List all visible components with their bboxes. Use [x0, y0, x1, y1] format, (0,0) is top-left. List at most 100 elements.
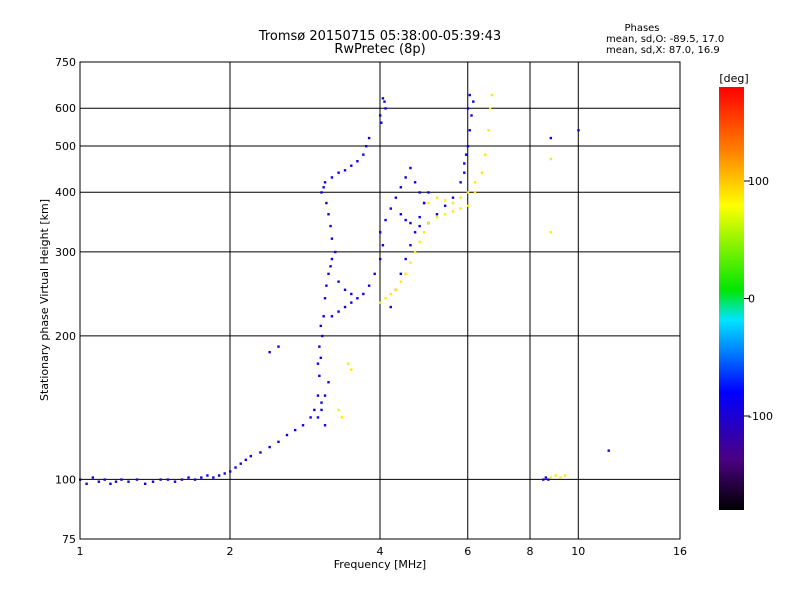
data-point-O — [319, 356, 323, 360]
data-point-O — [404, 257, 407, 261]
data-point-O — [577, 129, 580, 132]
data-point-O — [367, 284, 371, 287]
data-point-O — [409, 221, 412, 225]
data-point-O — [301, 424, 305, 427]
data-point-O — [327, 272, 330, 276]
data-point-O — [151, 480, 155, 483]
data-point-O — [239, 462, 242, 465]
data-point-X — [427, 221, 430, 225]
data-point-O — [380, 121, 383, 124]
data-point-O — [109, 482, 112, 485]
data-point-O — [330, 176, 334, 179]
data-point-X — [487, 129, 490, 132]
data-point-X — [549, 231, 553, 234]
data-point-O — [549, 136, 553, 140]
data-point-X — [490, 93, 494, 97]
data-point-O — [409, 166, 412, 170]
data-point-O — [316, 416, 320, 419]
phase-box-heading: Phases — [624, 23, 659, 34]
colorbar-label: [deg] — [719, 72, 748, 85]
data-point-O — [309, 416, 312, 419]
data-point-O — [244, 458, 248, 462]
data-point-O — [217, 474, 221, 477]
y-axis-ticks: 75 100 200 300 400 500 600 750 — [55, 56, 76, 546]
data-point-O — [322, 186, 325, 189]
data-point-O — [323, 297, 327, 300]
data-point-O — [85, 482, 88, 485]
data-point-O — [337, 171, 340, 174]
x-tick-label: 1 — [77, 545, 84, 558]
data-point-O — [399, 186, 403, 189]
phase-box-line-x: mean, sd,X: 87.0, 16.9 — [606, 45, 720, 56]
data-point-X — [384, 297, 387, 300]
data-point-X — [404, 272, 407, 276]
data-point-O — [466, 107, 470, 110]
x-axis-ticks: 1 2 4 6 8 10 16 — [77, 545, 688, 558]
data-point-O — [466, 144, 470, 148]
data-point-O — [435, 213, 439, 216]
data-point-O — [365, 144, 368, 148]
data-point-X — [435, 215, 439, 219]
data-point-X — [473, 191, 477, 194]
data-point-X — [489, 107, 492, 110]
y-tick-label: 500 — [55, 140, 76, 153]
data-point-O — [379, 231, 382, 234]
data-point-O — [542, 478, 545, 481]
data-point-O — [316, 394, 320, 397]
data-point-X — [340, 416, 344, 419]
data-point-O — [356, 297, 359, 300]
data-point-O — [330, 315, 334, 318]
data-point-X — [549, 476, 553, 479]
data-point-O — [318, 345, 321, 348]
data-point-O — [350, 301, 353, 304]
y-tick-label: 600 — [55, 102, 76, 115]
data-point-O — [193, 478, 197, 481]
data-point-O — [318, 374, 321, 378]
data-point-O — [268, 445, 271, 449]
data-point-O — [547, 478, 550, 481]
y-tick-label: 300 — [55, 246, 76, 259]
data-point-X — [418, 240, 421, 244]
data-point-O — [319, 324, 323, 328]
data-point-O — [120, 478, 123, 481]
data-point-O — [320, 408, 323, 412]
x-tick-label: 8 — [527, 545, 534, 558]
data-point-O — [97, 480, 101, 483]
data-point-O — [413, 181, 417, 184]
data-point-O — [404, 218, 407, 222]
data-point-O — [313, 408, 316, 412]
data-point-O — [459, 181, 462, 184]
data-point-X — [466, 191, 470, 194]
data-point-O — [337, 280, 340, 283]
data-point-O — [383, 100, 386, 103]
data-point-X — [443, 213, 447, 216]
data-point-O — [173, 480, 177, 483]
x-tick-label: 2 — [227, 545, 234, 558]
data-point-O — [379, 114, 382, 117]
data-point-X — [422, 231, 426, 234]
data-point-O — [470, 114, 473, 117]
colorbar-tick-label: 0 — [748, 293, 755, 306]
data-point-O — [443, 204, 447, 207]
data-point-O — [399, 213, 403, 216]
data-point-X — [554, 474, 557, 477]
data-point-O — [268, 350, 271, 354]
colorbar-tick-label: 100 — [748, 175, 769, 188]
data-point-X — [559, 476, 562, 479]
data-point-O — [409, 244, 412, 247]
y-tick-label: 200 — [55, 330, 76, 343]
data-point-O — [418, 191, 421, 194]
data-point-O — [135, 478, 139, 481]
y-axis-label: Stationary phase Virtual Height [km] — [38, 199, 51, 401]
x-axis-label: Frequency [MHz] — [334, 558, 426, 571]
phase-box-line-o: mean, sd,O: -89.5, 17.0 — [606, 34, 724, 45]
data-point-X — [413, 250, 417, 254]
data-point-O — [327, 381, 330, 384]
data-point-O — [325, 284, 328, 287]
data-point-X — [466, 204, 470, 207]
data-point-O — [607, 449, 610, 452]
data-point-O — [422, 201, 426, 205]
data-point-O — [127, 480, 130, 483]
data-point-O — [544, 476, 548, 479]
data-point-O — [323, 181, 327, 184]
